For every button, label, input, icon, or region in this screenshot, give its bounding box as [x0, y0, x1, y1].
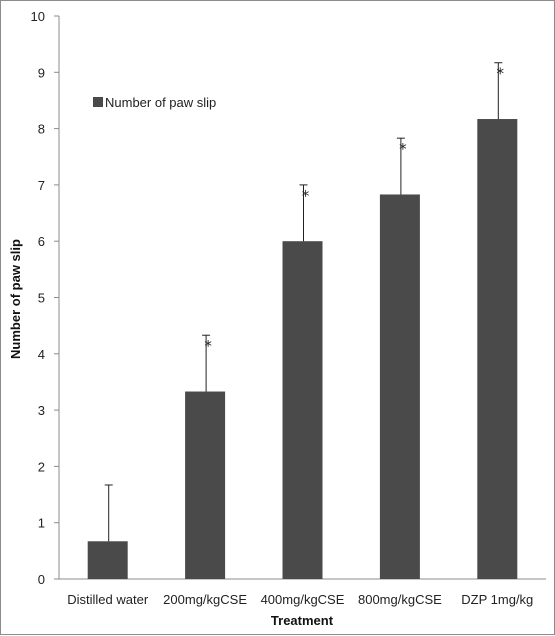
y-tick-label: 3	[38, 403, 45, 418]
bar	[379, 194, 420, 579]
y-tick-labels: 0 1 2 3 4 5 6 7 8 9 10	[31, 9, 45, 587]
significance-star: *	[302, 187, 310, 205]
y-tick-label: 4	[38, 347, 45, 362]
error-bars	[104, 62, 503, 542]
y-axis-title: Number of paw slip	[8, 239, 23, 359]
significance-star: *	[399, 140, 407, 158]
bar	[282, 241, 323, 579]
bar	[477, 119, 518, 580]
y-tick-label: 10	[31, 9, 45, 24]
bar	[185, 391, 226, 579]
legend-swatch	[93, 97, 103, 107]
y-tick-label: 9	[38, 65, 45, 80]
bars	[87, 119, 518, 580]
x-tick-label: 400mg/kgCSE	[261, 592, 345, 607]
legend: Number of paw slip	[93, 95, 216, 110]
x-tick-label: DZP 1mg/kg	[461, 592, 533, 607]
y-tick-label: 6	[38, 234, 45, 249]
x-tick-label: Distilled water	[67, 592, 149, 607]
significance-star: *	[497, 65, 505, 83]
y-tick-label: 7	[38, 178, 45, 193]
significance-markers: * * * *	[204, 65, 504, 355]
y-tick-label: 1	[38, 516, 45, 531]
x-tick-label: 200mg/kgCSE	[163, 592, 247, 607]
x-tick-label: 800mg/kgCSE	[358, 592, 442, 607]
y-tick-label: 8	[38, 122, 45, 137]
legend-label: Number of paw slip	[105, 95, 216, 110]
y-tick-label: 0	[38, 572, 45, 587]
y-tick-label: 5	[38, 291, 45, 306]
x-axis-title: Treatment	[271, 613, 334, 628]
y-tick-label: 2	[38, 459, 45, 474]
significance-star: *	[204, 337, 212, 355]
bar	[87, 541, 128, 579]
x-tick-labels: Distilled water 200mg/kgCSE 400mg/kgCSE 800…	[67, 592, 533, 607]
